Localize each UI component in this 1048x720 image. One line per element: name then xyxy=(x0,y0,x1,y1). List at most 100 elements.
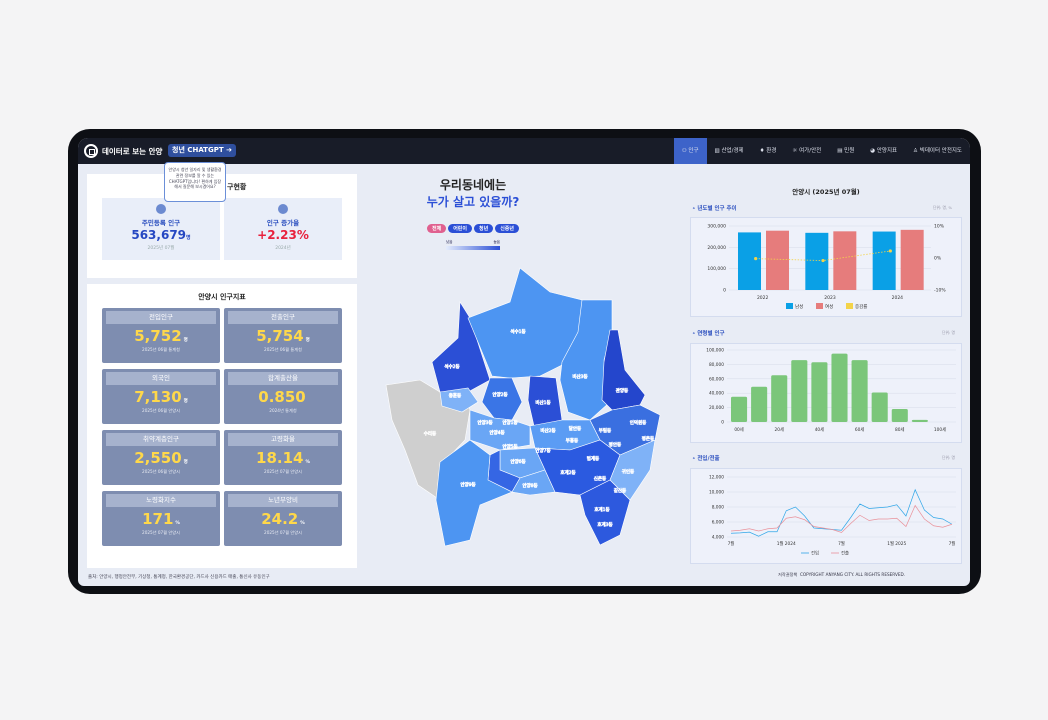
source-note: 출처: 안양시, 행정안전부, 기상청, 통계청, 한국환경공단, 카드사 신용… xyxy=(88,575,270,580)
legend-label: 증감률 xyxy=(855,303,867,310)
filter-youth[interactable]: 청년 xyxy=(474,224,494,233)
tile-value: 24.2% xyxy=(224,510,342,528)
age-bar xyxy=(871,392,888,422)
tile-date: 2025년 06월 안양시 xyxy=(142,408,180,413)
map-label: 안양9동 xyxy=(460,481,475,488)
district-galsan-gwiin[interactable] xyxy=(609,439,656,501)
map-label: 범계동 xyxy=(587,455,599,462)
unit-migration: 단위: 명 xyxy=(942,455,955,460)
bar-남성 xyxy=(805,232,829,290)
map-label: 평안동 xyxy=(609,441,621,448)
map-label: 관양동 xyxy=(616,387,628,394)
panel-title-yearly: ∘ 년도별 인구 추이 xyxy=(692,206,737,212)
tile-label: 노령화지수 xyxy=(106,494,216,507)
legend-low: 낮음 xyxy=(446,240,453,244)
title: 년도별 인구 추이 xyxy=(697,206,737,212)
map-label: 충훈동 xyxy=(449,392,461,399)
y-tick: 8,000 xyxy=(712,505,725,511)
nav-label: 빅데이터 안전지도 xyxy=(919,148,962,154)
document-icon: ▤ xyxy=(837,148,845,154)
nav-population[interactable]: ⚇ 인구 xyxy=(673,138,707,164)
map-legend: 낮음 높음 xyxy=(446,240,500,252)
filter-all[interactable]: 전체 xyxy=(426,224,447,233)
x-tick: 1월 2024 xyxy=(777,540,796,547)
family-icon xyxy=(278,204,288,214)
map-label: 안양2동 xyxy=(492,391,507,398)
nav-environment[interactable]: ♦ 환경 xyxy=(752,138,785,164)
tile-label: 고령화율 xyxy=(228,433,338,446)
nav-civil[interactable]: ▤ 민원 xyxy=(829,138,862,164)
tile-label: 합계출산율 xyxy=(228,372,338,385)
people-icon: ⚇ xyxy=(681,148,689,154)
map-heading: 우리동네에는 누가 살고 있을까? 전체 어린이 청년 신중년 낮음 높음 xyxy=(368,176,578,252)
tile-date: 2024년 통계청 xyxy=(269,408,297,413)
legend-swatch xyxy=(846,303,853,309)
tile-label: 전입인구 xyxy=(106,311,216,324)
tile-label: 취약계층인구 xyxy=(106,433,216,446)
nav-label: 인구 xyxy=(688,148,699,154)
district-gwanyang[interactable] xyxy=(601,329,646,411)
kpi-growth: 인구 증가율 +2.23% 2024년 xyxy=(224,198,342,260)
nav-leisure[interactable]: ☼ 여가/안전 xyxy=(784,138,829,164)
indicator-tile: 전입인구 5,752 명 2025년 06월 통계청 xyxy=(102,308,220,363)
nav-label: 안양지표 xyxy=(876,148,898,154)
district-hogye1-3[interactable] xyxy=(579,479,631,546)
migration-chart: 4,000 6,000 8,000 10,000 12,000 7월 1월 2024 7월 1월… xyxy=(690,468,962,564)
nav-label: 환경 xyxy=(766,148,777,154)
district-chunghun[interactable] xyxy=(439,387,479,413)
value: 2,550 xyxy=(134,449,182,467)
map-label: 안양4동 xyxy=(489,429,504,436)
y-tick: 40,000 xyxy=(709,391,724,397)
map-label: 석수2동 xyxy=(444,363,459,370)
indicator-tile: 합계출산율 0.850 2024년 통계청 xyxy=(224,369,342,424)
footer-copyright: 저작권정책 COPYRIGHT ANYANG CITY. ALL RIGHTS … xyxy=(778,572,905,578)
right-title: 안양시 (2025년 07월) xyxy=(792,188,860,196)
value: 7,130 xyxy=(134,388,182,406)
bar-여성 xyxy=(766,230,789,290)
chatgpt-tooltip: 안양시 청년 일자리 및 생활환경 관련 정보를 알 수 있는 CHATGPT입… xyxy=(164,162,226,202)
value: 171 xyxy=(142,510,174,528)
map-label: 부흥동 xyxy=(566,437,578,444)
map-label: 안양7동 xyxy=(535,447,550,454)
map-label: 평촌동 xyxy=(642,435,654,442)
age-bar xyxy=(831,353,848,422)
tile-value: 5,752 명 xyxy=(102,327,220,345)
map-label: 호계3동 xyxy=(597,521,612,528)
bar-여성 xyxy=(833,231,857,290)
indicator-tile: 노령화지수 171% 2025년 07월 안양시 xyxy=(102,491,220,546)
value: 5,752 xyxy=(134,327,182,345)
copyright-text: COPYRIGHT ANYANG CITY. ALL RIGHTS RESERV… xyxy=(799,572,906,577)
age-bar xyxy=(851,360,868,422)
indicator-title: 안양시 인구지표 xyxy=(198,293,246,301)
y-tick: 0 xyxy=(723,288,726,294)
x-tick: 2023 xyxy=(824,295,836,301)
district-anyang3-1-4[interactable] xyxy=(469,409,531,451)
x-tick: 20세 xyxy=(775,426,784,433)
y2-tick: 10% xyxy=(934,224,945,230)
filter-middle-age[interactable]: 신중년 xyxy=(495,224,520,233)
y-tick: 100,000 xyxy=(707,266,726,272)
y-tick: 4,000 xyxy=(712,535,725,541)
filter-chips: 전체 어린이 청년 신중년 xyxy=(368,215,578,234)
privacy-link[interactable]: 저작권정책 xyxy=(778,572,798,577)
district-suri[interactable] xyxy=(385,377,471,501)
title: 연령별 인구 xyxy=(697,331,725,337)
filter-children[interactable]: 어린이 xyxy=(448,224,472,233)
anyang-logo-icon[interactable] xyxy=(84,144,98,158)
nav-indicators[interactable]: ◕ 안양지표 xyxy=(862,138,905,164)
gpt-label: 청년 CHATGPT xyxy=(172,146,224,154)
x-tick: 60세 xyxy=(855,426,864,433)
district-anyang2[interactable] xyxy=(481,377,523,421)
line-전입 xyxy=(730,488,953,537)
site-title[interactable]: 데이터로 보는 안양 xyxy=(102,147,163,156)
nav-safety-map[interactable]: ♙ 빅데이터 안전지도 xyxy=(905,138,970,164)
kpi-population: 주민등록 인구 563,679명 2025년 07월 xyxy=(102,198,220,260)
x-tick: 00세 xyxy=(734,426,743,433)
district-anyang9[interactable] xyxy=(435,439,513,547)
youth-chatgpt-button[interactable]: 청년 CHATGPT ➔ xyxy=(168,144,236,157)
bar-남성 xyxy=(872,231,896,290)
industry-icon: ▥ xyxy=(714,148,722,154)
map-label: 갈산동 xyxy=(614,487,626,494)
nav-industry[interactable]: ▥ 산업/경제 xyxy=(707,138,752,164)
value: 5,754 xyxy=(256,327,304,345)
